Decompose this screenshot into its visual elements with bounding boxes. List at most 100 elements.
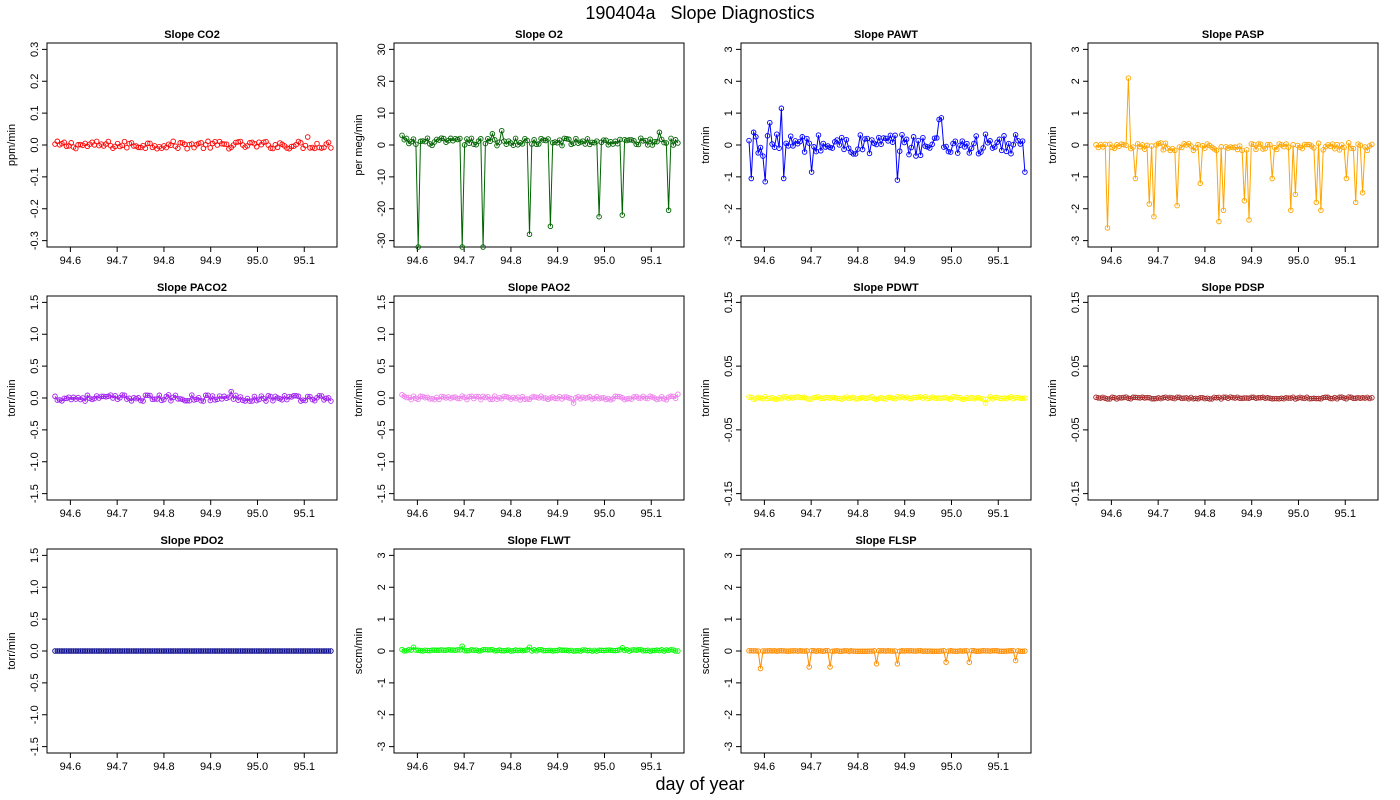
y-tick-label: 0.3 (29, 42, 41, 57)
x-tick-label: 94.7 (453, 508, 474, 520)
y-tick-label: -1.0 (376, 452, 388, 471)
data-point (325, 648, 332, 654)
data-point (459, 244, 465, 250)
data-point (124, 396, 130, 402)
data-point (675, 140, 681, 146)
data-point (1010, 141, 1017, 148)
data-point (767, 119, 773, 126)
data-point (873, 661, 880, 667)
data-point (314, 140, 320, 147)
x-tick-label: 94.9 (200, 508, 221, 520)
data-point (656, 129, 663, 136)
data-point (293, 393, 299, 399)
data-point (1220, 207, 1227, 214)
data-point (274, 144, 281, 151)
data-point (806, 140, 812, 146)
y-tick-label: -1.0 (29, 705, 41, 724)
panel-title: Slope PACO2 (157, 282, 227, 294)
x-tick-label: 94.6 (407, 508, 428, 520)
x-tick-label: 94.8 (500, 761, 521, 773)
series-line (401, 130, 679, 248)
data-point (1246, 217, 1252, 223)
data-point (1174, 202, 1180, 209)
y-tick-label: -3 (376, 742, 388, 752)
x-tick-label: 94.7 (1147, 255, 1168, 267)
data-point (1341, 144, 1347, 151)
data-point (1336, 147, 1343, 153)
panel-title: Slope PAO2 (508, 282, 570, 294)
x-tick-label: 95.1 (1335, 255, 1356, 267)
data-point (628, 137, 635, 143)
data-point (124, 144, 130, 151)
data-point (663, 140, 670, 146)
data-point (105, 138, 112, 145)
y-tick-label: 0.15 (1070, 292, 1082, 313)
data-point (880, 135, 887, 141)
data-point (473, 393, 479, 400)
y-tick-label: -1.5 (29, 484, 41, 503)
data-point (573, 135, 579, 142)
data-point (1172, 147, 1178, 154)
x-tick-label: 94.6 (754, 508, 775, 520)
y-tick-label: 0.5 (376, 358, 388, 373)
data-point (438, 135, 445, 141)
data-point (787, 133, 794, 139)
data-point (1109, 394, 1115, 401)
data-point (1345, 140, 1352, 146)
y-tick-label: -0.1 (29, 167, 41, 186)
x-tick-label: 94.9 (894, 508, 915, 520)
chart-panel-slope-flsp: Slope FLSP sccm/min -3 -2 -1 0 1 2 3 94.6 94.7 94.8… (700, 535, 1032, 773)
data-point (978, 395, 984, 402)
x-tick-label: 94.7 (106, 761, 127, 773)
y-tick-label: 3 (723, 46, 735, 52)
data-point (1012, 657, 1019, 664)
data-point (945, 395, 952, 402)
x-tick-label: 95.0 (1288, 255, 1309, 267)
data-point (850, 151, 857, 157)
data-point (522, 647, 528, 654)
x-tick-label: 94.9 (200, 761, 221, 773)
data-point (235, 139, 241, 145)
data-point (454, 395, 461, 402)
y-tick-label: 0 (376, 648, 388, 654)
data-point (869, 648, 875, 654)
data-point (413, 141, 419, 147)
data-point (1019, 648, 1026, 655)
data-point (931, 135, 938, 141)
data-point (1264, 141, 1271, 148)
data-point (1155, 140, 1162, 147)
y-tick-label: -0.2 (29, 199, 41, 218)
panel-title: Slope FLSP (855, 535, 916, 547)
x-tick-label: 95.0 (1288, 508, 1309, 520)
y-tick-label: 3 (723, 552, 735, 558)
data-point (170, 138, 176, 145)
y-axis-label: torr/min (353, 379, 365, 416)
data-point (889, 648, 896, 654)
data-point (929, 141, 935, 148)
data-point (491, 136, 498, 143)
data-point (410, 136, 417, 142)
y-tick-label: 0.15 (723, 292, 735, 313)
data-point (519, 141, 526, 147)
data-point (556, 137, 563, 143)
x-tick-label: 94.7 (800, 508, 821, 520)
data-point (934, 135, 940, 141)
data-point (1364, 147, 1371, 154)
x-tick-label: 94.6 (60, 255, 81, 267)
data-point (1369, 141, 1375, 148)
y-tick-label: -1.5 (376, 484, 388, 503)
data-point (760, 153, 766, 159)
data-point (482, 394, 489, 401)
data-point (1274, 146, 1280, 153)
panel-title: Slope PDSP (1202, 282, 1265, 294)
data-point (943, 659, 949, 665)
data-point (1012, 132, 1019, 138)
data-point (640, 138, 646, 144)
data-point (156, 392, 163, 399)
data-point (834, 137, 840, 143)
x-tick-label: 95.1 (294, 255, 315, 267)
x-tick-label: 94.9 (1241, 508, 1262, 520)
data-point (1318, 207, 1324, 214)
panel-title: Slope O2 (515, 29, 563, 41)
data-point (866, 394, 873, 401)
